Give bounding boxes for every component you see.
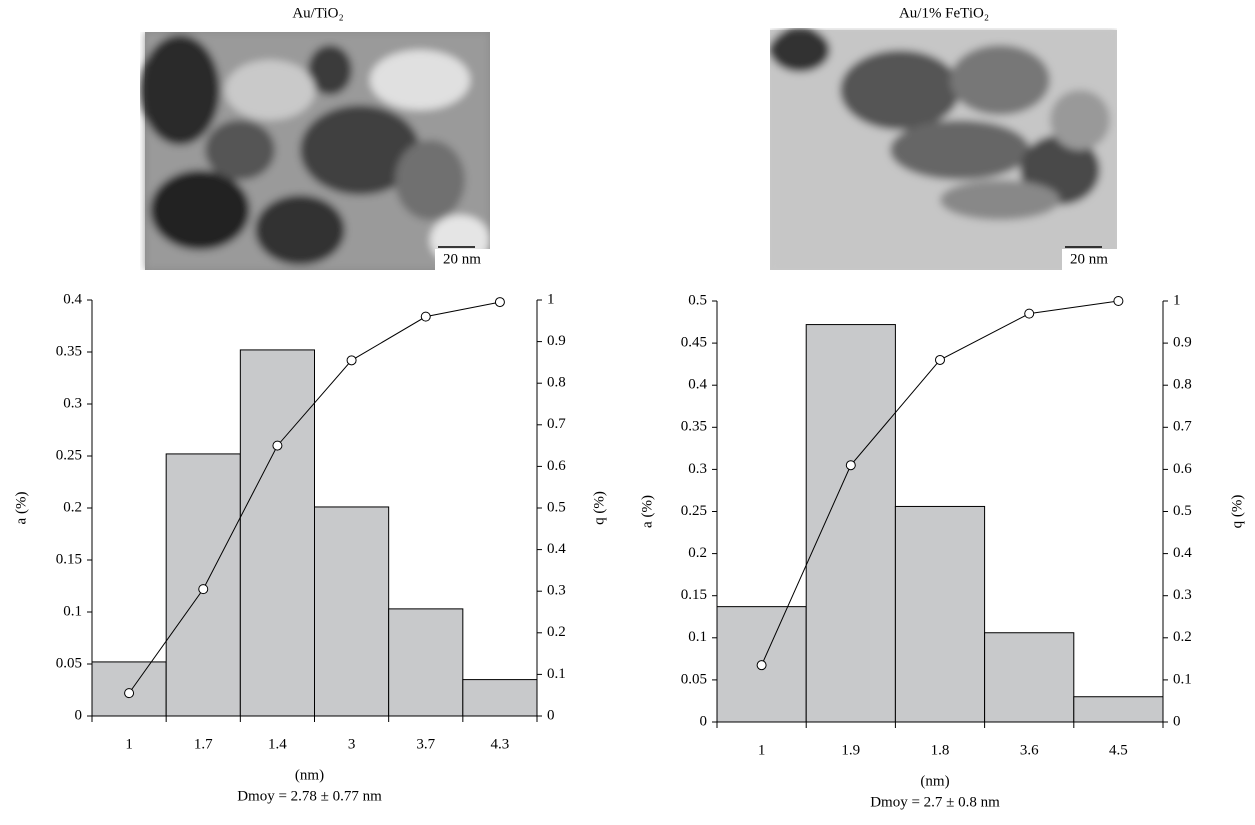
y2-tick-label: 0.8: [547, 375, 566, 391]
bar: [984, 632, 1075, 723]
x-tick-label: 1.8: [931, 742, 950, 758]
note: Dmoy = 2.78 ± 0.77 nm: [237, 788, 382, 804]
panel-title: Au/TiO₂: [292, 5, 343, 21]
bar: [462, 679, 538, 717]
bar: [805, 324, 896, 723]
y-tick-label: 0.15: [56, 551, 82, 567]
y-tick-label: 0.25: [56, 447, 82, 463]
y2-tick-label: 0.7: [547, 416, 566, 432]
y2-axis-label: q (%): [1229, 495, 1245, 529]
x-tick-label: 1.9: [841, 742, 860, 758]
tem-image: [140, 28, 1117, 270]
y2-axis-label: q (%): [591, 491, 607, 525]
y-tick-label: 0.05: [56, 655, 82, 671]
note: Dmoy = 2.7 ± 0.8 nm: [870, 794, 1000, 810]
x-tick-label: 4.5: [1109, 742, 1128, 758]
y-tick-label: 0.4: [63, 291, 82, 307]
y-axis-label: a (%): [13, 492, 29, 525]
y2-tick-label: 0.4: [547, 541, 566, 557]
y-tick-label: 0.3: [688, 461, 707, 477]
y2-tick-label: 0.1: [1173, 671, 1192, 687]
x-axis-label: (nm): [920, 773, 949, 789]
line-marker: [845, 460, 856, 471]
y-tick-label: 0.35: [681, 419, 707, 435]
y2-tick-label: 0.3: [547, 583, 566, 599]
y-tick-label: 0.35: [56, 343, 82, 359]
y2-tick-label: 0.6: [1173, 461, 1192, 477]
cumulative-line: [128, 301, 501, 694]
y2-tick-label: 0.4: [1173, 545, 1192, 561]
y2-tick-label: 0.1: [547, 666, 566, 682]
scale-bar-label: 20 nm: [443, 251, 481, 267]
line-marker: [198, 584, 209, 595]
y-tick-label: 0.2: [63, 499, 82, 515]
y2-tick-label: 0.2: [1173, 629, 1192, 645]
y-tick-label: 0.5: [688, 292, 707, 308]
bar: [388, 608, 464, 717]
bar: [314, 506, 390, 717]
y-axis-label: a (%): [639, 495, 655, 528]
y2-tick-label: 1: [547, 291, 555, 307]
x-tick-label: 1.4: [268, 736, 287, 752]
x-tick-label: 4.3: [491, 736, 510, 752]
x-tick-label: 3.6: [1020, 742, 1039, 758]
y2-tick-label: 0.5: [547, 499, 566, 515]
y-tick-label: 0.45: [681, 335, 707, 351]
line-marker: [1024, 308, 1035, 319]
x-tick-label: 1: [125, 736, 133, 752]
y2-tick-label: 1: [1173, 292, 1181, 308]
y2-tick-label: 0.9: [547, 333, 566, 349]
y-tick-label: 0.2: [688, 545, 707, 561]
y2-tick-label: 0.6: [547, 458, 566, 474]
line-marker: [756, 660, 767, 671]
scale-bar-bg: [1062, 249, 1117, 270]
y-tick-label: 0: [700, 713, 708, 729]
x-tick-label: 3.7: [416, 736, 435, 752]
scale-bar-bg: [435, 249, 490, 270]
y-tick-label: 0.1: [63, 603, 82, 619]
y-tick-label: 0.15: [681, 587, 707, 603]
line-marker: [494, 297, 505, 308]
y2-tick-label: 0.9: [1173, 335, 1192, 351]
y-tick-label: 0.25: [681, 503, 707, 519]
line-marker: [346, 355, 357, 366]
y2-tick-label: 0.7: [1173, 419, 1192, 435]
y2-tick-label: 0: [1173, 713, 1181, 729]
bar: [894, 505, 986, 723]
x-axis-label: (nm): [295, 767, 324, 783]
y-tick-label: 0: [75, 707, 83, 723]
y2-tick-label: 0.8: [1173, 377, 1192, 393]
line-marker: [272, 440, 283, 451]
y-tick-label: 0.1: [688, 629, 707, 645]
x-tick-label: 1: [758, 742, 766, 758]
x-tick-label: 3: [348, 736, 356, 752]
panel-title: Au/1% FeTiO₂: [899, 5, 989, 21]
x-tick-label: 1.7: [194, 736, 213, 752]
y-tick-label: 0.4: [688, 377, 707, 393]
line-marker: [1113, 296, 1124, 306]
line-marker: [420, 311, 431, 322]
y-tick-label: 0.05: [681, 671, 707, 687]
line-marker: [124, 688, 135, 699]
y2-tick-label: 0.5: [1173, 503, 1192, 519]
y2-tick-label: 0.2: [547, 624, 566, 640]
y2-tick-label: 0.3: [1173, 587, 1192, 603]
y-tick-label: 0.3: [63, 395, 82, 411]
line-marker: [935, 354, 945, 365]
bar: [1073, 696, 1164, 723]
scale-bar-label: 20 nm: [1070, 251, 1108, 267]
bar: [239, 349, 315, 717]
y2-tick-label: 0: [547, 707, 555, 723]
